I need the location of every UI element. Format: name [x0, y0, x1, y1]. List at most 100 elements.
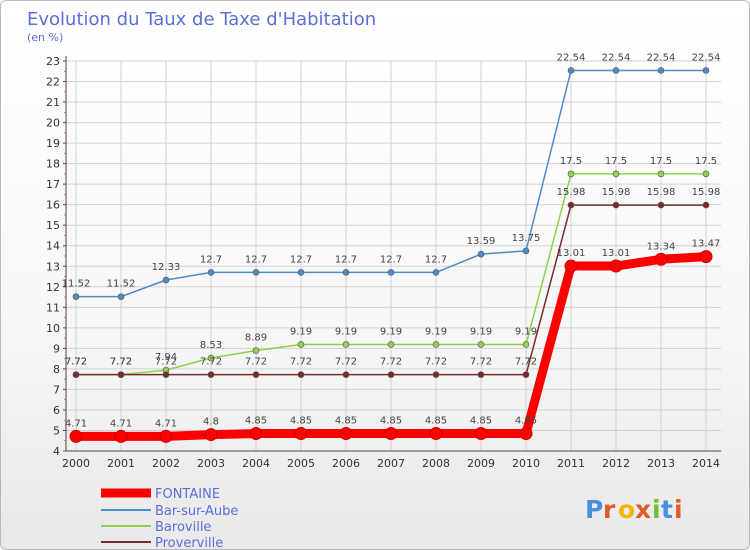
data-point: [522, 341, 530, 348]
data-point: [702, 67, 710, 74]
data-label: 7.72: [110, 357, 132, 368]
x-tick-label: 2013: [647, 457, 675, 470]
data-point: [432, 371, 440, 378]
data-label: 9.19: [470, 326, 492, 337]
x-tick-label: 2007: [377, 457, 405, 470]
data-label: 9.19: [425, 326, 447, 337]
y-tick-label: 22: [46, 76, 60, 89]
data-label: 4.85: [335, 416, 357, 427]
data-point: [294, 427, 308, 441]
y-tick-label: 8: [53, 363, 60, 376]
data-point: [657, 170, 665, 178]
x-tick-label: 2011: [557, 457, 585, 470]
data-label: 7.72: [425, 357, 447, 368]
data-point: [387, 269, 395, 276]
y-tick-label: 16: [46, 199, 60, 212]
data-label: 4.85: [515, 416, 537, 427]
logo-letter: i: [652, 495, 661, 524]
data-point: [252, 269, 260, 276]
data-label: 12.7: [380, 254, 402, 265]
x-tick-label: 2004: [242, 457, 270, 470]
data-point: [702, 170, 710, 178]
data-point: [69, 429, 83, 443]
data-label: 9.19: [515, 326, 537, 337]
y-tick-label: 13: [46, 260, 60, 273]
data-point: [249, 427, 263, 441]
data-label: 4.85: [380, 416, 402, 427]
grid: [66, 60, 721, 452]
x-tick-label: 2010: [512, 457, 540, 470]
data-label: 7.72: [110, 357, 132, 368]
y-tick-label: 12: [46, 281, 60, 294]
data-point: [612, 67, 620, 74]
logo-letter: i: [674, 495, 683, 524]
data-point: [699, 250, 713, 264]
data-label: 4.85: [290, 416, 312, 427]
data-label: 7.94: [155, 352, 177, 363]
data-point: [519, 427, 533, 441]
data-label: 17.5: [695, 156, 717, 167]
legend-entry: FONTAINE: [155, 487, 220, 502]
data-point: [159, 429, 173, 443]
data-point: [297, 371, 305, 378]
data-point: [474, 427, 488, 441]
legend-entry: Proverville: [155, 536, 223, 549]
x-tick-label: 2003: [197, 457, 225, 470]
data-point: [117, 293, 125, 300]
x-tick-label: 2012: [602, 457, 630, 470]
data-label: 22.54: [647, 52, 676, 63]
data-label: 12.33: [152, 262, 181, 273]
data-label: 11.52: [62, 279, 91, 290]
data-point: [477, 341, 485, 348]
data-point: [522, 247, 530, 255]
chart-title: Evolution du Taux de Taxe d'Habitation: [27, 9, 376, 30]
data-point: [387, 341, 395, 348]
data-point: [252, 371, 260, 378]
legend-entry: Bar-sur-Aube: [155, 504, 238, 519]
data-point: [207, 371, 215, 378]
y-tick-label: 10: [46, 322, 60, 335]
data-point: [657, 67, 665, 74]
y-tick-label: 23: [46, 55, 60, 68]
data-point: [162, 371, 170, 378]
data-label: 11.52: [107, 279, 136, 290]
data-label: 22.54: [557, 52, 586, 63]
data-labels: 4.71 4.71 4.71 4.8 4.85 4.85 4.85 4.85 4.85 4.85 4…: [62, 52, 721, 429]
data-label: 13.59: [467, 236, 496, 247]
x-tick-label: 2002: [152, 457, 180, 470]
data-point: [204, 428, 218, 442]
data-point: [432, 269, 440, 276]
x-tick-label: 2000: [62, 457, 90, 470]
data-label: 12.7: [290, 254, 312, 265]
data-label: 7.72: [65, 357, 87, 368]
data-point: [384, 427, 398, 441]
data-label: 7.72: [245, 357, 267, 368]
data-point: [342, 269, 350, 276]
data-point: [567, 67, 575, 74]
data-label: 4.8: [203, 417, 219, 428]
data-point: [162, 276, 170, 284]
data-point: [477, 371, 485, 378]
data-point: [477, 250, 485, 258]
x-tick-label: 2014: [692, 457, 720, 470]
data-label: 4.85: [425, 416, 447, 427]
data-label: 4.85: [245, 416, 267, 427]
data-point: [564, 259, 578, 273]
data-label: 12.7: [245, 254, 267, 265]
data-label: 7.72: [515, 357, 537, 368]
x-tick-label: 2008: [422, 457, 450, 470]
data-label: 4.85: [470, 416, 492, 427]
data-point: [567, 170, 575, 178]
data-label: 4.71: [110, 418, 132, 429]
data-label: 9.19: [335, 326, 357, 337]
data-label: 12.7: [335, 254, 357, 265]
data-point: [342, 371, 350, 378]
logo-letter: P: [585, 495, 603, 524]
data-label: 13.75: [512, 233, 541, 244]
series: [69, 67, 713, 443]
data-label: 12.7: [425, 254, 447, 265]
data-point: [429, 427, 443, 441]
